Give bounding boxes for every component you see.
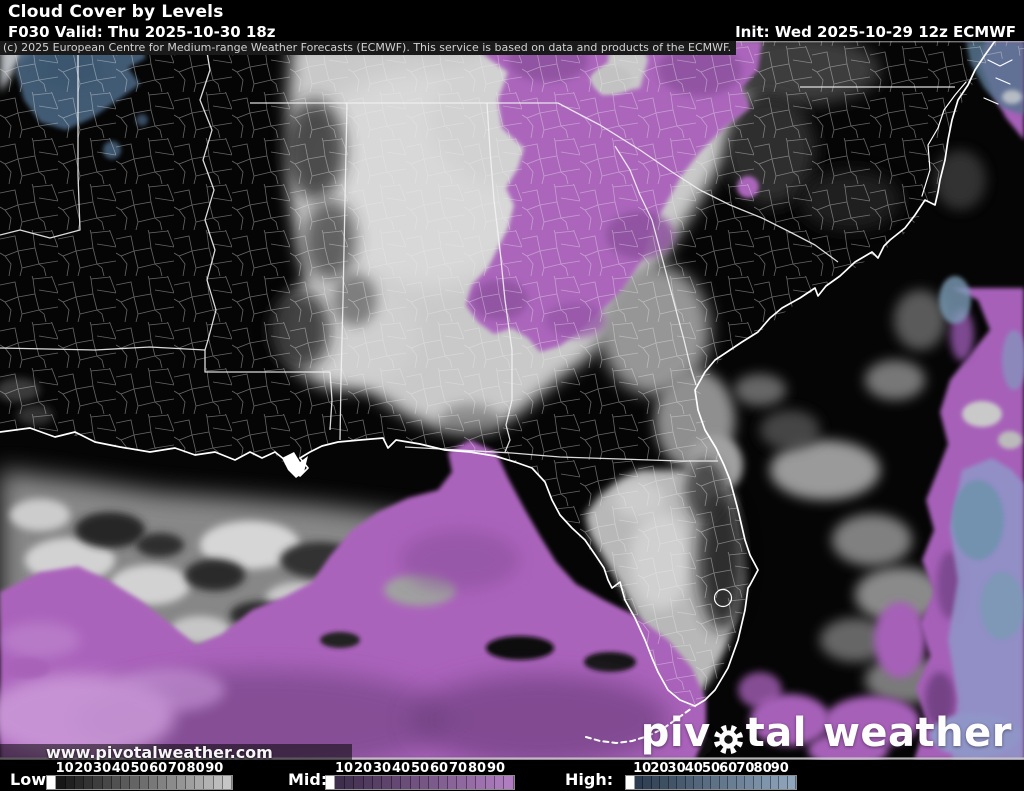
legend-tick: 40 <box>391 761 411 776</box>
legend-low-label: Low: <box>10 770 53 789</box>
legend-tick: 30 <box>372 761 392 776</box>
forecast-valid-label: F030 Valid: Thu 2025-10-30 18z <box>8 23 276 41</box>
header-bar: Cloud Cover by Levels F030 Valid: Thu 20… <box>0 0 1024 41</box>
legend-tick: 60 <box>429 761 449 776</box>
legend-tick: 70 <box>167 761 186 776</box>
map-bottom-border <box>0 757 1024 760</box>
legend-tick: 40 <box>111 761 130 776</box>
site-watermark[interactable]: www.pivotalweather.com <box>0 744 352 761</box>
legend-tick: 60 <box>149 761 168 776</box>
legend-tick: 50 <box>130 761 149 776</box>
cloud-cover-map <box>0 35 1024 770</box>
state-borders <box>0 40 955 462</box>
legend-mid-ticks: 10 20 30 40 50 60 70 80 90 <box>325 760 515 776</box>
legend-bar: Low: 10 20 30 40 50 60 70 80 90 Mid: 10 20 30 40 50 6… <box>0 760 1024 791</box>
copyright-notice: (c) 2025 European Centre for Medium-rang… <box>0 41 737 55</box>
legend-tick: 20 <box>650 761 669 776</box>
logo-text-piv: piv <box>640 710 711 756</box>
legend-tick: 40 <box>684 761 703 776</box>
legend-tick: 10 <box>633 761 652 776</box>
legend-tick: 10 <box>334 761 354 776</box>
legend-tick: 80 <box>186 761 205 776</box>
legend-low-colorbar <box>46 775 233 790</box>
model-init-label: Init: Wed 2025-10-29 12z ECMWF <box>735 23 1016 41</box>
legend-mid-colorbar <box>325 775 515 790</box>
legend-high-ticks: 10 20 30 40 50 60 70 80 90 <box>625 760 797 776</box>
legend-low-ticks: 10 20 30 40 50 60 70 80 90 <box>46 760 233 776</box>
coastline <box>0 40 1013 744</box>
legend-high-label: High: <box>565 770 614 789</box>
legend-tick: 30 <box>93 761 112 776</box>
legend-tick: 10 <box>55 761 74 776</box>
page-title: Cloud Cover by Levels <box>8 2 224 22</box>
pivotal-weather-logo: piv tal weather <box>641 710 1012 756</box>
legend-tick: 20 <box>353 761 373 776</box>
logo-text-weather: weather <box>822 710 1012 756</box>
legend-tick: 70 <box>736 761 755 776</box>
legend-tick: 80 <box>467 761 487 776</box>
legend-tick: 80 <box>753 761 772 776</box>
legend-tick: 30 <box>667 761 686 776</box>
map-area[interactable] <box>0 35 1024 770</box>
logo-text-tal: tal <box>745 710 807 756</box>
legend-high-colorbar <box>625 775 797 790</box>
legend-tick: 50 <box>410 761 430 776</box>
legend-tick: 50 <box>701 761 721 776</box>
legend-mid-label: Mid: <box>288 770 328 789</box>
legend-tick: 90 <box>770 761 789 776</box>
legend-tick: 90 <box>205 761 224 776</box>
gear-icon <box>712 720 745 754</box>
legend-tick: 70 <box>448 761 468 776</box>
legend-tick: 20 <box>74 761 93 776</box>
legend-tick: 60 <box>719 761 738 776</box>
legend-tick: 90 <box>486 761 506 776</box>
